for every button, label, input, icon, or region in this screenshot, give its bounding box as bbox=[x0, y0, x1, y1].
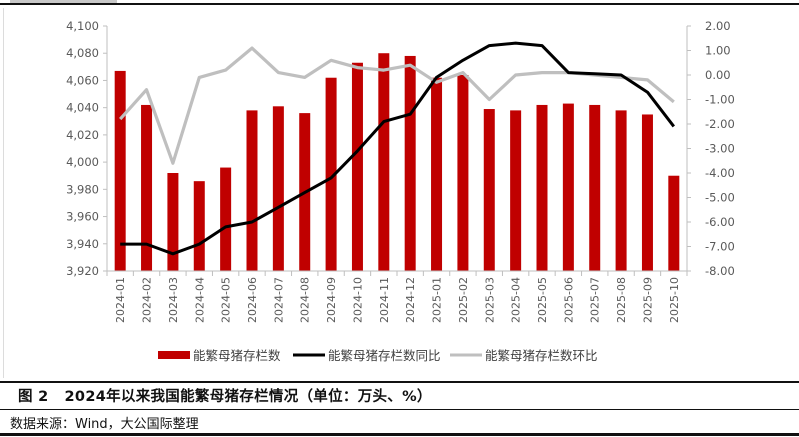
x-axis-tick-label: 2025-03 bbox=[483, 277, 496, 323]
x-axis-tick-label: 2025-08 bbox=[615, 277, 628, 323]
data-source: 数据来源：Wind，大公国际整理 bbox=[10, 417, 199, 432]
bar bbox=[272, 106, 284, 271]
left-axis-tick-label: 4,020 bbox=[66, 128, 99, 142]
bar bbox=[325, 77, 337, 271]
bar bbox=[404, 55, 416, 271]
x-axis-tick-label: 2025-01 bbox=[431, 277, 444, 323]
left-axis-tick-label: 4,040 bbox=[66, 101, 99, 115]
right-axis-tick-label: -1.00 bbox=[705, 93, 735, 107]
bar bbox=[193, 181, 205, 271]
x-axis-tick-label: 2024-03 bbox=[167, 277, 180, 323]
right-axis-tick-label: 0.00 bbox=[705, 68, 731, 82]
right-axis-tick-label: 2.00 bbox=[705, 19, 731, 33]
left-axis-tick-label: 4,100 bbox=[66, 19, 99, 33]
right-axis-tick-label: 1.00 bbox=[705, 44, 731, 58]
chart-frame bbox=[3, 8, 799, 378]
figure-title: 2024年以来我国能繁母猪存栏情况（单位：万头、%） bbox=[64, 389, 432, 405]
bar bbox=[510, 110, 522, 271]
x-axis-tick-label: 2025-07 bbox=[589, 277, 602, 323]
x-axis-tick-label: 2024-06 bbox=[246, 277, 259, 323]
x-axis-tick-label: 2024-11 bbox=[378, 277, 391, 323]
x-axis-tick-label: 2025-02 bbox=[457, 277, 470, 323]
source-rule bbox=[0, 409, 799, 410]
x-axis-tick-label: 2025-09 bbox=[641, 277, 654, 323]
x-axis-tick-label: 2024-08 bbox=[299, 277, 312, 323]
x-axis-tick-label: 2024-02 bbox=[141, 277, 154, 323]
bar bbox=[668, 175, 680, 271]
line-series bbox=[119, 41, 675, 256]
legend: 能繁母猪存栏数 能繁母猪存栏数同比 能繁母猪存栏数环比 bbox=[158, 348, 598, 363]
figure-number: 图 2 bbox=[18, 389, 49, 405]
bar bbox=[536, 104, 548, 271]
x-axis-tick-label: 2025-05 bbox=[536, 277, 549, 323]
right-axis-tick-label: -8.00 bbox=[705, 264, 735, 278]
right-axis-tick-label: -7.00 bbox=[705, 240, 735, 254]
x-axis-tick-label: 2024-10 bbox=[351, 277, 364, 323]
right-y-axis: 2.00 1.00 0.00 -1.00 -2.00 -3.00 -4.00 -5.00 -6.… bbox=[686, 19, 735, 278]
left-axis-tick-label: 3,980 bbox=[66, 182, 99, 196]
x-axis: 2024-01 2024-02 2024-03 2024-04 2024-05 2024-… bbox=[106, 270, 688, 323]
bar bbox=[378, 53, 390, 271]
left-axis-tick-label: 4,000 bbox=[66, 155, 99, 169]
x-axis-tick-label: 2024-07 bbox=[272, 277, 285, 323]
right-axis-tick-label: -3.00 bbox=[705, 142, 735, 156]
combo-chart: 4,100 4,080 4,060 4,040 4,020 4,000 3,980 3,960… bbox=[66, 19, 735, 363]
caption-rule bbox=[0, 381, 799, 383]
figure-caption: 图 2 2024年以来我国能繁母猪存栏情况（单位：万头、%） bbox=[18, 385, 432, 406]
legend-swatch-bar bbox=[158, 351, 190, 359]
bar-series-inventory bbox=[114, 53, 680, 272]
x-axis-tick-label: 2025-06 bbox=[562, 277, 575, 323]
top-rule bbox=[0, 3, 799, 5]
left-axis-tick-label: 3,920 bbox=[66, 264, 99, 278]
left-axis-tick-label: 4,080 bbox=[66, 46, 99, 60]
x-axis-tick-label: 2024-09 bbox=[325, 277, 338, 323]
yoy-line bbox=[120, 41, 675, 256]
left-axis-tick-label: 3,960 bbox=[66, 210, 99, 224]
right-axis-tick-label: -4.00 bbox=[705, 166, 735, 180]
right-axis-tick-label: -2.00 bbox=[705, 117, 735, 131]
bar bbox=[641, 114, 653, 271]
bar bbox=[483, 109, 495, 272]
bar bbox=[114, 70, 126, 272]
bottom-rule bbox=[0, 433, 799, 436]
x-axis-tick-label: 2024-05 bbox=[220, 277, 233, 323]
x-axis-tick-label: 2024-01 bbox=[114, 277, 127, 323]
left-y-axis: 4,100 4,080 4,060 4,040 4,020 4,000 3,980 3,960… bbox=[66, 19, 108, 278]
bar bbox=[589, 104, 601, 271]
legend-label: 能繁母猪存栏数同比 bbox=[328, 348, 441, 363]
x-axis-tick-label: 2024-04 bbox=[193, 277, 206, 323]
x-axis-tick-label: 2025-04 bbox=[510, 277, 523, 323]
bar bbox=[615, 110, 627, 271]
left-axis-tick-label: 4,060 bbox=[66, 73, 99, 87]
bar bbox=[562, 103, 574, 271]
legend-label: 能繁母猪存栏数 bbox=[193, 348, 281, 363]
right-axis-tick-label: -5.00 bbox=[705, 191, 735, 205]
bar bbox=[351, 62, 363, 271]
bar bbox=[246, 110, 258, 271]
left-axis-tick-label: 3,940 bbox=[66, 237, 99, 251]
bar bbox=[457, 75, 469, 271]
legend-label: 能繁母猪存栏数环比 bbox=[485, 348, 598, 363]
bar bbox=[220, 167, 232, 271]
x-axis-tick-label: 2024-12 bbox=[404, 277, 417, 323]
top-stub-bar bbox=[10, 0, 117, 3]
bar bbox=[141, 104, 153, 271]
bar bbox=[167, 173, 179, 271]
bar bbox=[431, 77, 443, 271]
x-axis-tick-label: 2025-10 bbox=[668, 277, 681, 323]
right-axis-tick-label: -6.00 bbox=[705, 215, 735, 229]
